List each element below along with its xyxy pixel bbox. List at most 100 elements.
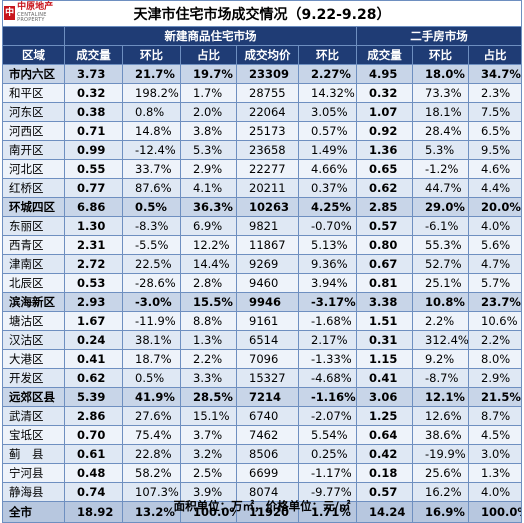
table-row: 西青区 2.31 -5.5% 12.2% 11867 5.13% 0.80 55.3% 5.6% bbox=[2, 235, 522, 255]
second-mom-cell: 5.3% bbox=[412, 140, 469, 160]
avg-price-cell: 15327 bbox=[236, 368, 299, 388]
second-share-cell: 5.6% bbox=[468, 235, 522, 255]
units-footnote: 面积单位：万㎡，价格单位：元/㎡ bbox=[173, 499, 351, 513]
new-volume-mom-cell: 0.5% bbox=[122, 368, 181, 388]
new-share-cell: 3.8% bbox=[180, 121, 237, 141]
new-share-cell: 4.1% bbox=[180, 178, 237, 198]
second-share-cell: 4.0% bbox=[468, 482, 522, 502]
col-header-avg-price: 成交均价 bbox=[236, 45, 299, 65]
price-mom-cell: -1.17% bbox=[298, 463, 357, 483]
second-mom-cell: -8.7% bbox=[412, 368, 469, 388]
new-volume-cell: 0.38 bbox=[64, 102, 123, 122]
new-volume-cell: 0.55 bbox=[64, 159, 123, 179]
second-volume-cell: 0.32 bbox=[356, 83, 413, 103]
region-name: 滨海新区 bbox=[2, 292, 65, 312]
new-volume-mom-cell: 58.2% bbox=[122, 463, 181, 483]
table-row: 蓟 县 0.61 22.8% 3.2% 8506 0.25% 0.42 -19.9% 3.0% bbox=[2, 444, 522, 464]
avg-price-cell: 23309 bbox=[236, 64, 299, 84]
new-share-cell: 2.8% bbox=[180, 273, 237, 293]
second-volume-cell: 0.67 bbox=[356, 254, 413, 274]
second-mom-cell: 9.2% bbox=[412, 349, 469, 369]
new-share-cell: 15.1% bbox=[180, 406, 237, 426]
second-volume-cell: 3.38 bbox=[356, 292, 413, 312]
new-volume-mom-cell: -5.5% bbox=[122, 235, 181, 255]
avg-price-cell: 9269 bbox=[236, 254, 299, 274]
second-share-cell: 10.6% bbox=[468, 311, 522, 331]
new-volume-mom-cell: 0.8% bbox=[122, 102, 181, 122]
avg-price-cell: 9161 bbox=[236, 311, 299, 331]
price-mom-cell: -1.33% bbox=[298, 349, 357, 369]
new-volume-cell: 2.72 bbox=[64, 254, 123, 274]
section-second-hand: 二手房市场 bbox=[356, 26, 522, 46]
second-share-cell: 6.5% bbox=[468, 121, 522, 141]
price-mom-cell: 0.25% bbox=[298, 444, 357, 464]
logo-mark-icon: 中 bbox=[4, 6, 16, 20]
second-mom-cell: 312.4% bbox=[412, 330, 469, 350]
avg-price-cell: 8506 bbox=[236, 444, 299, 464]
table-row: 南开区 0.99 -12.4% 5.3% 23658 1.49% 1.36 5.3% 9.5% bbox=[2, 140, 522, 160]
new-share-cell: 3.7% bbox=[180, 425, 237, 445]
new-volume-mom-cell: 41.9% bbox=[122, 387, 181, 407]
second-share-cell: 1.3% bbox=[468, 463, 522, 483]
col-header-new-share: 占比 bbox=[180, 45, 237, 65]
second-mom-cell: 44.7% bbox=[412, 178, 469, 198]
col-header-second-volume: 成交量 bbox=[356, 45, 413, 65]
price-mom-cell: -0.70% bbox=[298, 216, 357, 236]
table-row: 大港区 0.41 18.7% 2.2% 7096 -1.33% 1.15 9.2% 8.0% bbox=[2, 349, 522, 369]
new-volume-cell: 3.73 bbox=[64, 64, 123, 84]
region-name: 西青区 bbox=[2, 235, 65, 255]
new-volume-cell: 0.99 bbox=[64, 140, 123, 160]
price-mom-cell: 0.57% bbox=[298, 121, 357, 141]
second-share-cell: 4.7% bbox=[468, 254, 522, 274]
new-volume-cell: 2.86 bbox=[64, 406, 123, 426]
region-name: 宝坻区 bbox=[2, 425, 65, 445]
new-share-cell: 19.7% bbox=[180, 64, 237, 84]
price-mom-cell: -3.17% bbox=[298, 292, 357, 312]
new-volume-cell: 0.61 bbox=[64, 444, 123, 464]
region-name: 南开区 bbox=[2, 140, 65, 160]
new-volume-cell: 0.32 bbox=[64, 83, 123, 103]
table-row: 塘沽区 1.67 -11.9% 8.8% 9161 -1.68% 1.51 2.2% 10.6% bbox=[2, 311, 522, 331]
second-mom-cell: 18.1% bbox=[412, 102, 469, 122]
price-mom-cell: -2.07% bbox=[298, 406, 357, 426]
new-share-cell: 2.5% bbox=[180, 463, 237, 483]
col-header-second-share: 占比 bbox=[468, 45, 522, 65]
second-volume-cell: 0.41 bbox=[356, 368, 413, 388]
new-volume-cell: 2.31 bbox=[64, 235, 123, 255]
second-mom-cell: 25.1% bbox=[412, 273, 469, 293]
new-share-cell: 36.3% bbox=[180, 197, 237, 217]
table-title: 天津市住宅市场成交情况（9.22-9.28） bbox=[2, 0, 522, 27]
col-header-new-volume: 成交量 bbox=[64, 45, 123, 65]
brand-logo: 中 中原地产 CENTALINE PROPERTY bbox=[4, 3, 64, 23]
new-share-cell: 6.9% bbox=[180, 216, 237, 236]
avg-price-cell: 9946 bbox=[236, 292, 299, 312]
second-mom-cell: -19.9% bbox=[412, 444, 469, 464]
price-mom-cell: -9.77% bbox=[298, 482, 357, 502]
new-volume-cell: 0.71 bbox=[64, 121, 123, 141]
new-volume-mom-cell: 21.7% bbox=[122, 64, 181, 84]
second-share-cell: 4.0% bbox=[468, 216, 522, 236]
col-header-new-volume-mom: 环比 bbox=[122, 45, 181, 65]
second-volume-cell: 0.62 bbox=[356, 178, 413, 198]
new-volume-mom-cell: 14.8% bbox=[122, 121, 181, 141]
new-volume-cell: 2.93 bbox=[64, 292, 123, 312]
price-mom-cell: -1.16% bbox=[298, 387, 357, 407]
price-mom-cell: 3.94% bbox=[298, 273, 357, 293]
second-volume-cell: 0.80 bbox=[356, 235, 413, 255]
table-row: 河东区 0.38 0.8% 2.0% 22064 3.05% 1.07 18.1% 7.5% bbox=[2, 102, 522, 122]
new-share-cell: 28.5% bbox=[180, 387, 237, 407]
second-mom-cell: 10.8% bbox=[412, 292, 469, 312]
second-volume-cell: 0.64 bbox=[356, 425, 413, 445]
subtotal-row: 环城四区 6.86 0.5% 36.3% 10263 4.25% 2.85 29.0% 20.0… bbox=[2, 197, 522, 217]
second-mom-cell: -6.1% bbox=[412, 216, 469, 236]
avg-price-cell: 9460 bbox=[236, 273, 299, 293]
col-header-price-mom: 环比 bbox=[298, 45, 357, 65]
new-volume-mom-cell: -28.6% bbox=[122, 273, 181, 293]
second-volume-cell: 0.42 bbox=[356, 444, 413, 464]
new-volume-mom-cell: 22.5% bbox=[122, 254, 181, 274]
region-name: 蓟 县 bbox=[2, 444, 65, 464]
new-volume-cell: 6.86 bbox=[64, 197, 123, 217]
second-volume-cell: 0.57 bbox=[356, 482, 413, 502]
new-share-cell: 2.2% bbox=[180, 349, 237, 369]
